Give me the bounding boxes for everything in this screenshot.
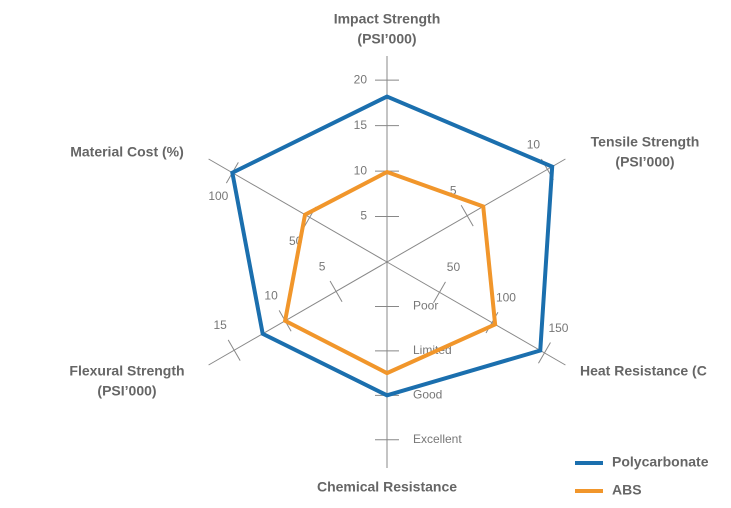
spoke	[208, 261, 388, 366]
axis-label: (PSI’000)	[615, 154, 674, 170]
series-outline	[230, 94, 555, 398]
tick-label: 100	[208, 189, 228, 203]
axis-label: Impact Strength	[334, 11, 441, 27]
tick-label: 10	[527, 137, 541, 151]
tick-label: Good	[413, 388, 442, 402]
axis-label: Heat Resistance (C	[580, 363, 707, 379]
tick-label: 5	[450, 184, 457, 198]
tick-label: 20	[354, 72, 368, 86]
axis-label: (PSI’000)	[357, 31, 416, 47]
tick-label: 150	[548, 321, 568, 335]
tick-label: 50	[447, 260, 461, 274]
tick-label: Excellent	[413, 432, 462, 446]
tick-mark	[538, 342, 551, 364]
tick-mark	[227, 339, 241, 361]
axis-label: (PSI’000)	[97, 383, 156, 399]
tick-mark	[433, 281, 446, 303]
tick-label: 10	[264, 289, 278, 303]
axis-label: Tensile Strength	[591, 134, 700, 150]
axis-label: Flexural Strength	[69, 363, 184, 379]
tick-label: 15	[213, 318, 227, 332]
legend-label: ABS	[612, 482, 642, 498]
legend-label: Polycarbonate	[612, 454, 709, 470]
tick-label: 10	[354, 163, 368, 177]
spoke	[386, 261, 566, 366]
series-outline	[282, 169, 498, 376]
spoke	[208, 158, 388, 263]
tick-label: 5	[360, 209, 367, 223]
axis-label: Material Cost (%)	[70, 144, 184, 160]
axis-label: Chemical Resistance	[317, 479, 457, 495]
tick-label: 15	[354, 118, 368, 132]
tick-mark	[460, 205, 474, 227]
tick-label: Poor	[413, 299, 438, 313]
tick-mark	[329, 280, 343, 303]
spoke	[386, 158, 566, 263]
tick-label: 5	[319, 259, 326, 273]
tick-label: 100	[496, 291, 516, 305]
